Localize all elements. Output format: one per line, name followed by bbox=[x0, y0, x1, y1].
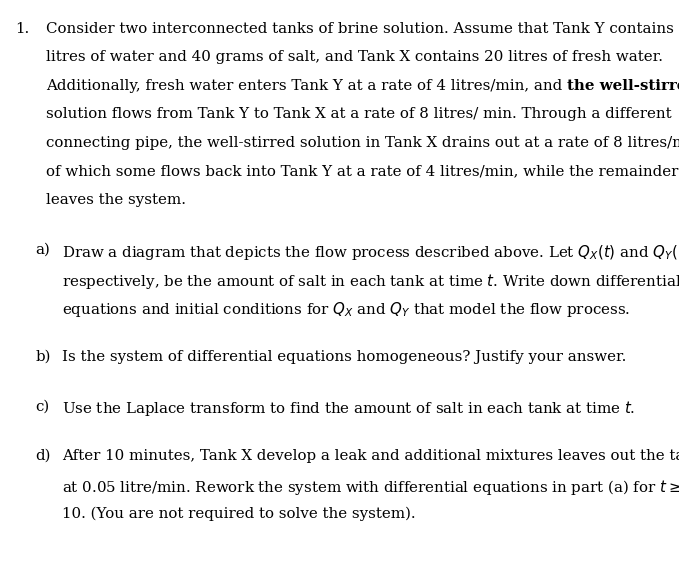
Text: equations and initial conditions for $Q_X$ and $Q_Y$ that model the flow process: equations and initial conditions for $Q_… bbox=[62, 300, 631, 319]
Text: respectively, be the amount of salt in each tank at time $t$. Write down differe: respectively, be the amount of salt in e… bbox=[62, 272, 679, 291]
Text: Additionally, fresh water enters Tank Y at a rate of 4 litres/min, and: Additionally, fresh water enters Tank Y … bbox=[46, 79, 567, 93]
Text: the well-stirred: the well-stirred bbox=[567, 79, 679, 93]
Text: After 10 minutes, Tank X develop a leak and additional mixtures leaves out the t: After 10 minutes, Tank X develop a leak … bbox=[62, 449, 679, 463]
Text: 1.: 1. bbox=[15, 22, 29, 36]
Text: solution flows from Tank Y to Tank X at a rate of 8 litres/ min. Through a diffe: solution flows from Tank Y to Tank X at … bbox=[46, 107, 672, 121]
Text: a): a) bbox=[35, 243, 50, 257]
Text: c): c) bbox=[35, 399, 50, 413]
Text: d): d) bbox=[35, 449, 51, 463]
Text: of which some flows back into Tank Y at a rate of 4 litres/min, while the remain: of which some flows back into Tank Y at … bbox=[46, 165, 678, 179]
Text: 10. (You are not required to solve the system).: 10. (You are not required to solve the s… bbox=[62, 506, 416, 521]
Text: Draw a diagram that depicts the flow process described above. Let $Q_X(t)$ and $: Draw a diagram that depicts the flow pro… bbox=[62, 243, 679, 262]
Text: Consider two interconnected tanks of brine solution. Assume that Tank Y contains: Consider two interconnected tanks of bri… bbox=[46, 22, 679, 36]
Text: litres of water and 40 grams of salt, and Tank X contains 20 litres of fresh wat: litres of water and 40 grams of salt, an… bbox=[46, 50, 663, 64]
Text: connecting pipe, the well-stirred solution in Tank X drains out at a rate of 8 l: connecting pipe, the well-stirred soluti… bbox=[46, 136, 679, 150]
Text: Is the system of differential equations homogeneous? Justify your answer.: Is the system of differential equations … bbox=[62, 350, 627, 364]
Text: leaves the system.: leaves the system. bbox=[46, 193, 186, 207]
Text: at 0.05 litre/min. Rework the system with differential equations in part (a) for: at 0.05 litre/min. Rework the system wit… bbox=[62, 478, 679, 497]
Text: Use the Laplace transform to find the amount of salt in each tank at time $t$.: Use the Laplace transform to find the am… bbox=[62, 399, 636, 419]
Text: b): b) bbox=[35, 350, 51, 364]
